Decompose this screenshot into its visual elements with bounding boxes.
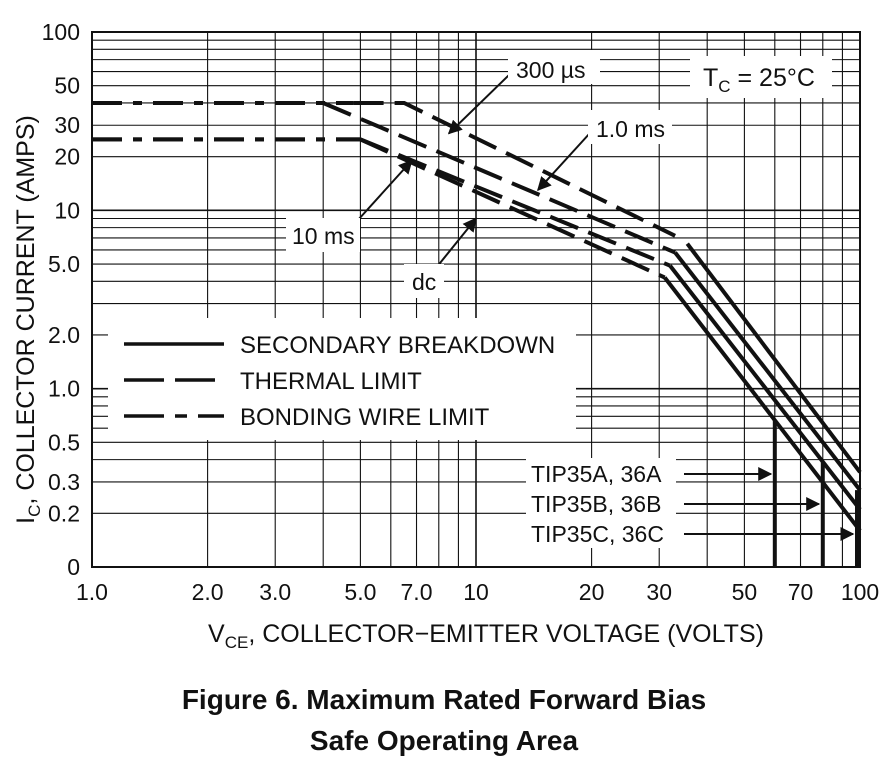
- y-tick-label: 5.0: [48, 251, 80, 277]
- annotation-label: 10 ms: [292, 223, 355, 249]
- grid: [91, 31, 861, 568]
- x-tick-label: 70: [788, 579, 814, 605]
- labels: 1.0 2.0 3.0 5.0 7.0 10 20 30 50 70 100 100 50 30 20 10 5…: [12, 19, 879, 652]
- figure-caption-line-1: Figure 6. Maximum Rated Forward Bias: [181, 684, 707, 715]
- soa-curve-1-0-ms-solid: [673, 251, 862, 492]
- annotation-arrow: [357, 159, 413, 221]
- annotation-label: dc: [412, 269, 436, 295]
- y-tick-label: 20: [54, 144, 80, 170]
- y-tick-label: 0.3: [48, 469, 80, 495]
- y-tick-label: 100: [42, 19, 80, 45]
- x-tick-label: 30: [646, 579, 672, 605]
- x-tick-label: 10: [463, 579, 489, 605]
- label-background: [526, 518, 676, 548]
- x-axis-title: VCE, COLLECTOR−EMITTER VOLTAGE (VOLTS): [208, 620, 764, 652]
- x-tick-label: 5.0: [344, 579, 376, 605]
- y-tick-label: 0.2: [48, 500, 80, 526]
- label-background: [508, 50, 600, 84]
- y-tick-label: 0: [67, 554, 80, 580]
- x-tick-label: 2.0: [192, 579, 224, 605]
- part-number-label: TIP35B, 36B: [531, 491, 661, 517]
- label-background: [588, 110, 672, 144]
- y-tick-label: 30: [54, 112, 80, 138]
- y-tick-label: 0.5: [48, 429, 80, 455]
- label-background: [690, 56, 832, 98]
- curves: [92, 101, 862, 567]
- annotation-label: 300 µs: [516, 57, 586, 83]
- y-axis-title: IC, COLLECTOR CURRENT (AMPS): [12, 115, 44, 524]
- x-tick-label: 7.0: [401, 579, 433, 605]
- y-tick-label: 2.0: [48, 322, 80, 348]
- label-background: [526, 488, 676, 518]
- x-tick-label: 50: [732, 579, 758, 605]
- annotation-label: 1.0 ms: [596, 116, 665, 142]
- y-tick-label: 1.0: [48, 376, 80, 402]
- annotation-arrow: [447, 73, 511, 135]
- soa-curve-10-ms-solid: [668, 264, 862, 511]
- label-background: [286, 218, 360, 252]
- label-background: [526, 458, 676, 488]
- soa-curve-1-0-ms-dashed: [322, 101, 676, 255]
- soa-chart: 1.0 2.0 3.0 5.0 7.0 10 20 30 50 70 100 100 50 30 20 10 5…: [12, 19, 879, 652]
- legend-label: BONDING WIRE LIMIT: [240, 404, 490, 431]
- x-tick-label: 3.0: [259, 579, 291, 605]
- figure-caption-line-2: Safe Operating Area: [309, 725, 579, 756]
- annotation-arrow: [537, 132, 591, 192]
- soa-chart-svg: 1.0 2.0 3.0 5.0 7.0 10 20 30 50 70 100 100 50 30 20 10 5…: [12, 19, 879, 652]
- legend-label: SECONDARY BREAKDOWN: [240, 332, 555, 359]
- plot-frame: [91, 31, 861, 568]
- label-background: [404, 264, 444, 298]
- x-tick-label: 20: [579, 579, 605, 605]
- soa-curve-dc-solid: [663, 276, 862, 532]
- annotation-arrow: [435, 217, 477, 269]
- y-tick-label: 10: [54, 197, 80, 223]
- part-number-label: TIP35A, 36A: [531, 461, 662, 487]
- x-tick-label: 1.0: [76, 579, 108, 605]
- y-tick-label: 50: [54, 73, 80, 99]
- soa-curve-300-s-dashed: [353, 101, 676, 238]
- x-tick-label: 100: [841, 579, 879, 605]
- legend-label: THERMAL LIMIT: [240, 368, 422, 395]
- condition-label: TC = 25°C: [703, 64, 815, 96]
- part-number-label: TIP35C, 36C: [531, 521, 664, 547]
- soa-curve-300-s-solid: [685, 242, 862, 474]
